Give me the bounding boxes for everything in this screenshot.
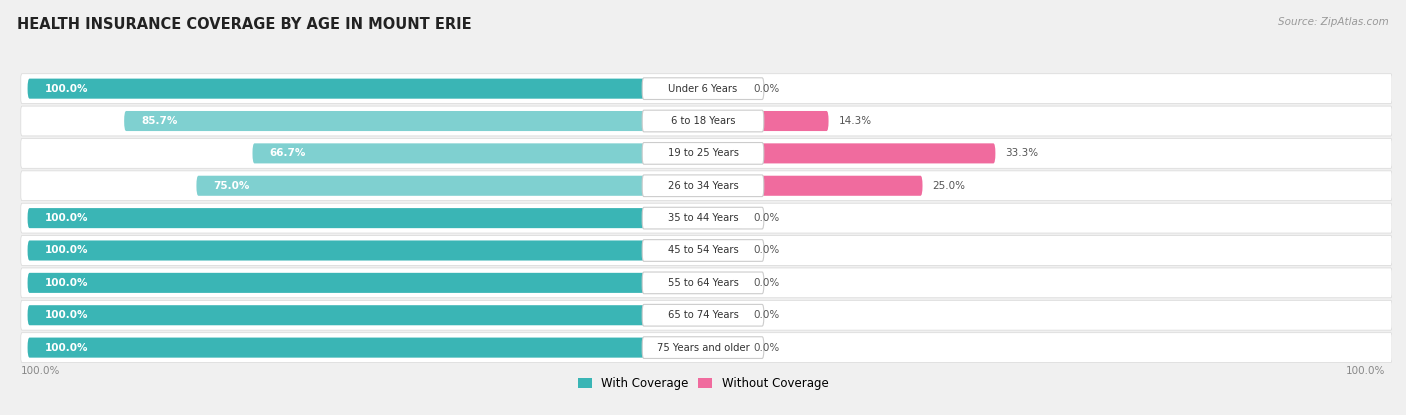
FancyBboxPatch shape (643, 142, 763, 164)
Text: HEALTH INSURANCE COVERAGE BY AGE IN MOUNT ERIE: HEALTH INSURANCE COVERAGE BY AGE IN MOUN… (17, 17, 471, 32)
FancyBboxPatch shape (197, 176, 703, 196)
FancyBboxPatch shape (643, 207, 763, 229)
Legend: With Coverage, Without Coverage: With Coverage, Without Coverage (572, 373, 834, 395)
Text: 26 to 34 Years: 26 to 34 Years (668, 181, 738, 191)
Text: 100.0%: 100.0% (1346, 366, 1385, 376)
FancyBboxPatch shape (21, 139, 1392, 168)
Text: 19 to 25 Years: 19 to 25 Years (668, 149, 738, 159)
FancyBboxPatch shape (28, 78, 703, 99)
FancyBboxPatch shape (703, 240, 744, 261)
Text: 100.0%: 100.0% (45, 84, 89, 94)
Text: 0.0%: 0.0% (754, 343, 780, 353)
Text: 33.3%: 33.3% (1005, 149, 1039, 159)
Text: 100.0%: 100.0% (45, 278, 89, 288)
Text: 100.0%: 100.0% (45, 310, 89, 320)
Text: 35 to 44 Years: 35 to 44 Years (668, 213, 738, 223)
FancyBboxPatch shape (28, 337, 703, 358)
Text: 75.0%: 75.0% (214, 181, 250, 191)
Text: Under 6 Years: Under 6 Years (668, 84, 738, 94)
FancyBboxPatch shape (21, 106, 1392, 136)
FancyBboxPatch shape (703, 176, 922, 196)
FancyBboxPatch shape (21, 333, 1392, 362)
FancyBboxPatch shape (28, 305, 703, 325)
FancyBboxPatch shape (28, 208, 703, 228)
FancyBboxPatch shape (643, 110, 763, 132)
FancyBboxPatch shape (703, 208, 744, 228)
Text: 100.0%: 100.0% (45, 246, 89, 256)
FancyBboxPatch shape (21, 171, 1392, 200)
FancyBboxPatch shape (643, 337, 763, 359)
Text: Source: ZipAtlas.com: Source: ZipAtlas.com (1278, 17, 1389, 27)
Text: 0.0%: 0.0% (754, 84, 780, 94)
FancyBboxPatch shape (703, 305, 744, 325)
Text: 0.0%: 0.0% (754, 278, 780, 288)
FancyBboxPatch shape (28, 273, 703, 293)
Text: 55 to 64 Years: 55 to 64 Years (668, 278, 738, 288)
Text: 100.0%: 100.0% (21, 366, 60, 376)
FancyBboxPatch shape (21, 203, 1392, 233)
Text: 0.0%: 0.0% (754, 310, 780, 320)
FancyBboxPatch shape (703, 273, 744, 293)
Text: 75 Years and older: 75 Years and older (657, 343, 749, 353)
Text: 0.0%: 0.0% (754, 213, 780, 223)
Text: 14.3%: 14.3% (839, 116, 872, 126)
Text: 66.7%: 66.7% (270, 149, 305, 159)
FancyBboxPatch shape (643, 304, 763, 326)
Text: 25.0%: 25.0% (932, 181, 966, 191)
FancyBboxPatch shape (643, 272, 763, 294)
FancyBboxPatch shape (21, 300, 1392, 330)
FancyBboxPatch shape (124, 111, 703, 131)
FancyBboxPatch shape (643, 175, 763, 197)
Text: 65 to 74 Years: 65 to 74 Years (668, 310, 738, 320)
FancyBboxPatch shape (703, 111, 828, 131)
Text: 100.0%: 100.0% (45, 343, 89, 353)
FancyBboxPatch shape (703, 337, 744, 358)
FancyBboxPatch shape (643, 239, 763, 261)
Text: 6 to 18 Years: 6 to 18 Years (671, 116, 735, 126)
Text: 0.0%: 0.0% (754, 246, 780, 256)
FancyBboxPatch shape (28, 240, 703, 261)
FancyBboxPatch shape (21, 268, 1392, 298)
FancyBboxPatch shape (21, 236, 1392, 265)
FancyBboxPatch shape (703, 78, 744, 99)
FancyBboxPatch shape (643, 78, 763, 100)
FancyBboxPatch shape (253, 143, 703, 164)
Text: 85.7%: 85.7% (141, 116, 177, 126)
FancyBboxPatch shape (703, 143, 995, 164)
Text: 45 to 54 Years: 45 to 54 Years (668, 246, 738, 256)
Text: 100.0%: 100.0% (45, 213, 89, 223)
FancyBboxPatch shape (21, 74, 1392, 103)
